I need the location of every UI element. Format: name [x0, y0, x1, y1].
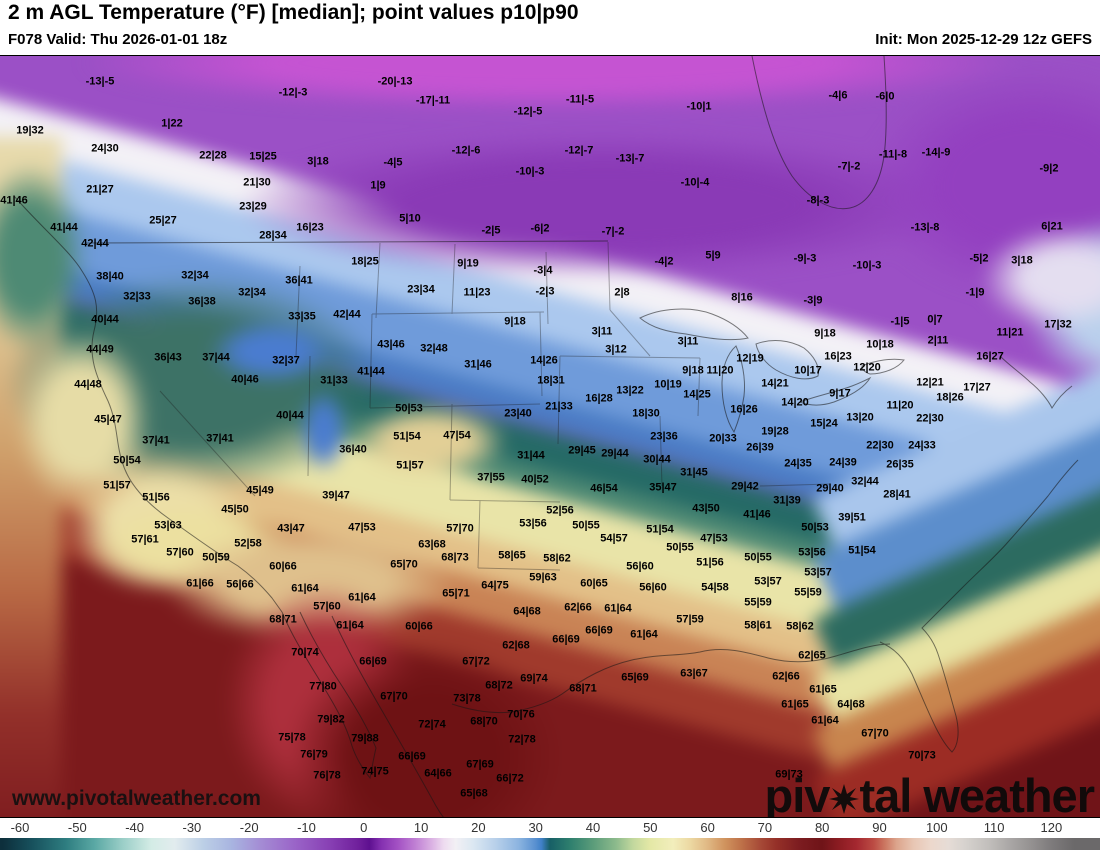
lake-michigan — [721, 345, 745, 434]
temp-blob — [208, 320, 335, 384]
valid-time-label: F078 Valid: Thu 2026-01-01 18z — [8, 31, 228, 48]
us-canada-border — [85, 240, 609, 244]
brand-prefix: piv — [764, 769, 831, 818]
watermark-url: www.pivotalweather.com — [12, 787, 261, 810]
header: 2 m AGL Temperature (°F) [median]; point… — [0, 0, 1100, 55]
lake-ontario — [861, 358, 905, 375]
gulf-coastline — [451, 643, 891, 713]
colorbar-tick-label: -40 — [125, 820, 144, 835]
colorbar-tick-label: 40 — [585, 820, 601, 835]
temp-blob — [235, 131, 970, 279]
colorbar-tick-label: 70 — [757, 820, 773, 835]
colorbar-tick-label: 0 — [360, 820, 368, 835]
lake-huron — [755, 340, 819, 380]
west-coastline — [13, 195, 283, 613]
temp-blob — [350, 404, 508, 478]
temp-blob — [287, 640, 561, 817]
watermark-brand: piv tal weather — [764, 768, 1095, 818]
temp-blob — [300, 388, 348, 473]
colorbar-tick-label: 50 — [643, 820, 658, 835]
colorbar-tick-label: 30 — [528, 820, 543, 835]
colorbar-tick-label: 80 — [814, 820, 830, 835]
lake-superior — [639, 308, 749, 341]
colorbar-gradient — [0, 838, 1100, 850]
florida-coastline — [879, 459, 1079, 753]
hudson-bay-outline — [751, 56, 887, 210]
lake-erie — [798, 376, 872, 406]
page-title: 2 m AGL Temperature (°F) [median]; point… — [8, 1, 579, 24]
colorbar-tick-label: -30 — [182, 820, 202, 835]
colorbar-tick-label: 100 — [925, 820, 948, 835]
colorbar-tick-label: -20 — [239, 820, 259, 835]
brand-suffix: tal weather — [859, 769, 1095, 818]
colorbar-tick-label: 20 — [471, 820, 486, 835]
temp-blob — [980, 225, 1100, 331]
pivotal-star-icon — [829, 784, 860, 814]
mexico-coastline — [331, 615, 444, 817]
colorbar-tick-label: 60 — [700, 820, 715, 835]
colorbar-tick-label: -60 — [10, 820, 30, 835]
colorbar-tick-label: -10 — [297, 820, 316, 835]
colorbar-tick-label: 110 — [983, 820, 1005, 835]
baja-coastline — [281, 611, 377, 780]
state-borders — [159, 241, 831, 571]
temp-blob — [0, 162, 88, 352]
temperature-map: www.pivotalweather.com piv tal weather — [0, 55, 1100, 818]
geo-borders-overlay — [13, 56, 1079, 817]
temperature-field — [0, 56, 1100, 817]
init-time-label: Init: Mon 2025-12-29 12z GEFS — [875, 31, 1092, 48]
northeast-coastline — [999, 355, 1073, 410]
colorbar-tick-label: 90 — [872, 820, 887, 835]
colorbar-tick-label: 120 — [1040, 820, 1063, 835]
colorbar-tick-label: 10 — [413, 820, 429, 835]
colorbar-tick-label: -50 — [67, 820, 87, 835]
colorbar-footer: -60 -50 -40 -30 -20 -10 0 10 20 30 40 50 60 70 80 90 100… — [0, 818, 1100, 850]
